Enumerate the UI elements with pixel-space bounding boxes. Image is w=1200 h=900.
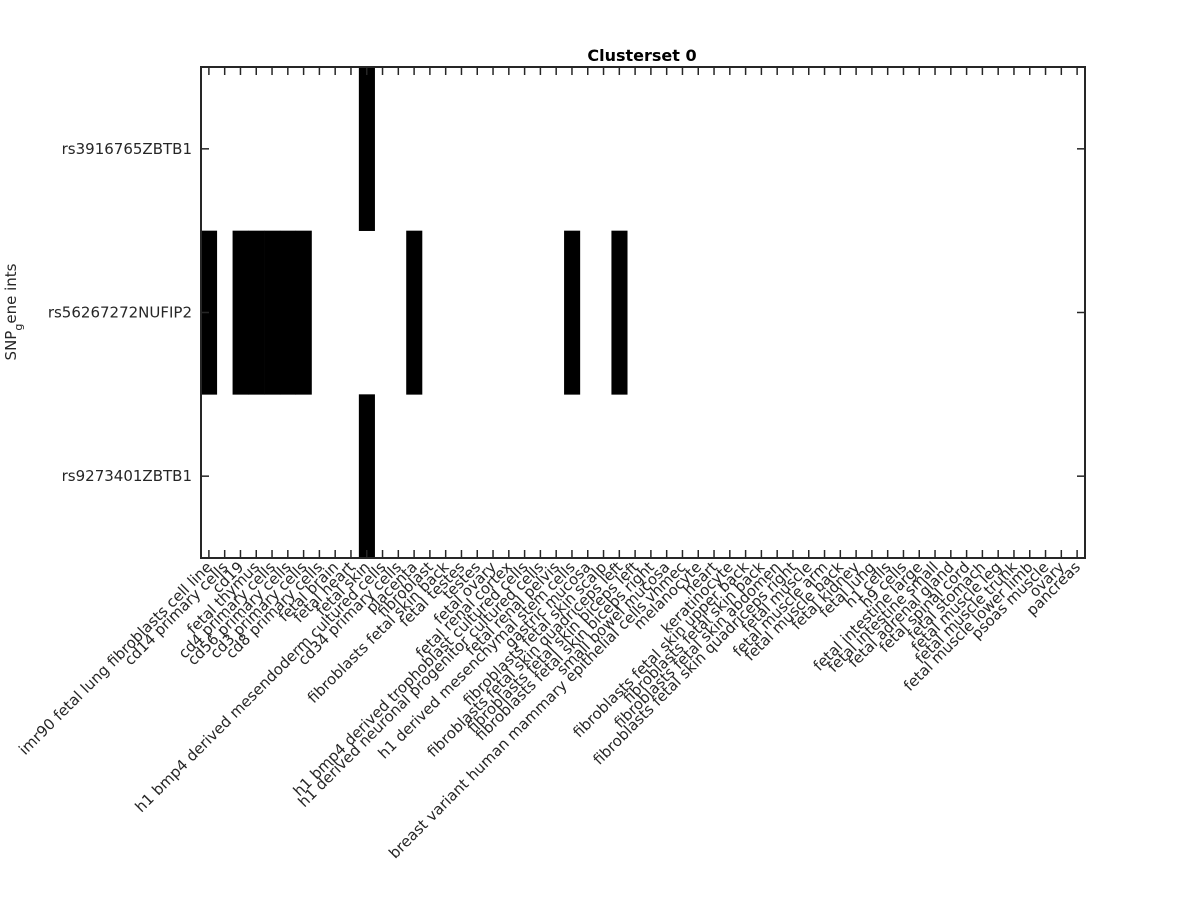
heatmap-cell xyxy=(295,230,312,395)
y-axis-label: SNPgene ints xyxy=(2,263,25,360)
heatmap-cell xyxy=(248,230,265,395)
heatmap-cell xyxy=(264,230,281,395)
chart-title: Clusterset 0 xyxy=(587,46,696,65)
y-axis-label-subscript: g xyxy=(12,324,25,331)
heatmap-cell xyxy=(564,230,581,395)
plot-frame xyxy=(200,66,1086,559)
heatmap-cell xyxy=(406,230,423,395)
y-tick-label: rs56267272NUFIP2 xyxy=(48,304,192,322)
heatmap-cell xyxy=(279,230,297,395)
heatmap-cell xyxy=(201,230,218,395)
y-tick-labels: rs3916765ZBTB1 rs56267272NUFIP2 rs9273401Z… xyxy=(48,140,192,485)
x-tick-labels: imr90 fetal lung fibroblasts cell linecd… xyxy=(15,558,1084,862)
heatmap-cells xyxy=(201,67,628,559)
y-tick-label: rs9273401ZBTB1 xyxy=(62,467,192,485)
axis-ticks xyxy=(201,67,1085,558)
heatmap-cell xyxy=(611,230,628,395)
heatmap-cell xyxy=(232,230,249,395)
y-axis-label-rest: ene ints xyxy=(2,263,20,323)
heatmap-cell xyxy=(358,67,375,231)
y-tick-label: rs3916765ZBTB1 xyxy=(62,140,192,158)
heatmap-cell xyxy=(358,394,375,559)
y-axis-label-main: SNP xyxy=(2,331,20,361)
